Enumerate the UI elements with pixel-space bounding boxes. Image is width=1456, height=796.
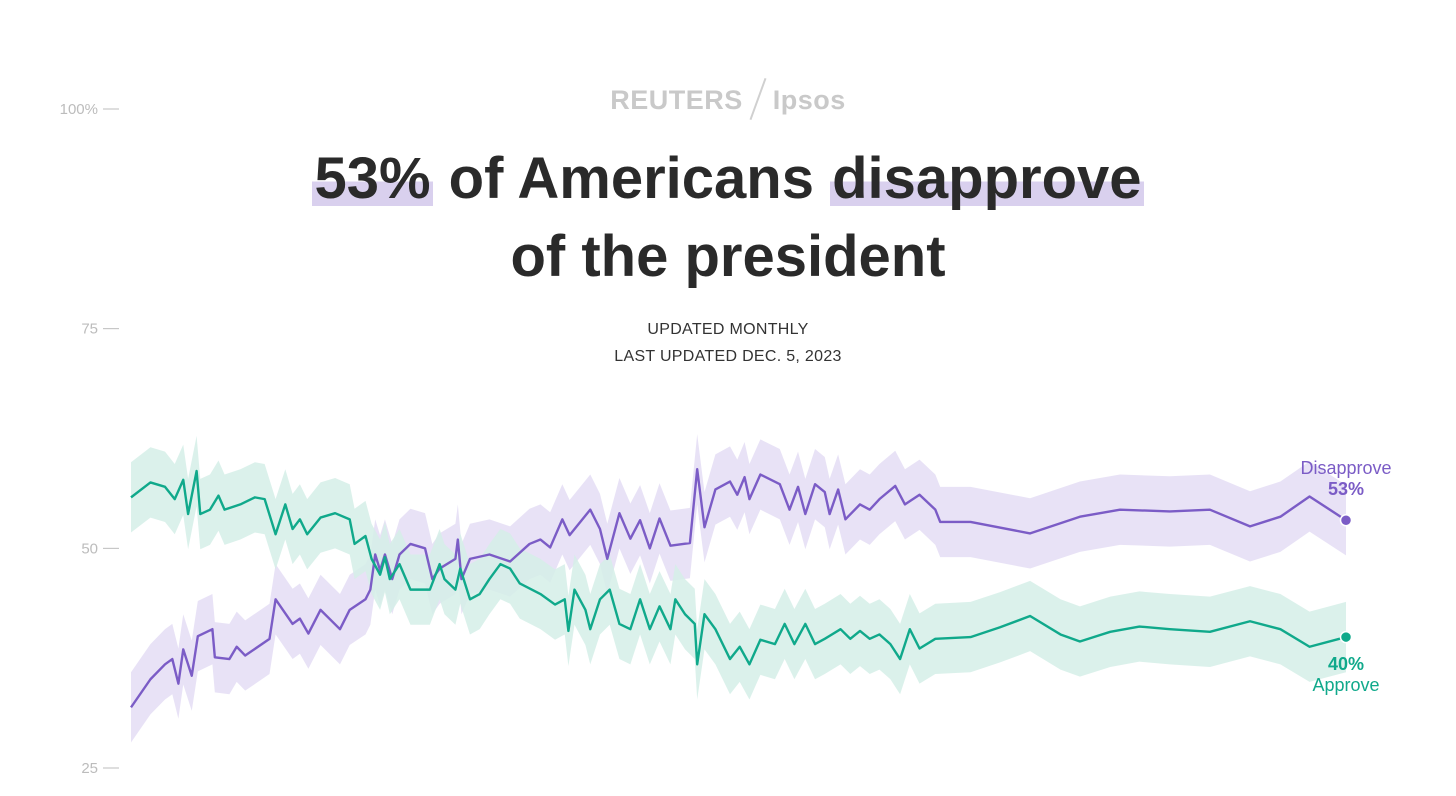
title-highlight-disapprove: disapprove — [830, 146, 1144, 211]
reuters-ipsos-logo: REUTERS Ipsos — [0, 77, 1456, 124]
approve-endpoint — [1339, 630, 1353, 644]
disapprove-line — [130, 468, 1347, 709]
approve-confidence-band — [131, 435, 1346, 700]
page-title: 53% of Americans disapprove of the presi… — [0, 140, 1456, 296]
subtitle: UPDATED MONTHLY LAST UPDATED DEC. 5, 202… — [0, 316, 1456, 370]
disapprove-value: 53% — [1327, 479, 1365, 499]
y-tick-label: 50 — [81, 540, 98, 557]
logo-ipsos: Ipsos — [772, 85, 846, 116]
disapprove-endpoint — [1339, 513, 1353, 527]
title-highlight-percent: 53% — [312, 146, 433, 211]
logo-separator — [749, 77, 767, 121]
disapprove-confidence-band — [131, 434, 1346, 743]
disapprove-label: Disapprove 53% — [1276, 458, 1416, 500]
update-frequency: UPDATED MONTHLY — [647, 321, 809, 338]
approve-line — [130, 469, 1347, 666]
disapprove-name: Disapprove — [1300, 458, 1392, 478]
approve-label: 40% Approve — [1276, 654, 1416, 696]
y-tick-label: 75 — [81, 321, 98, 338]
title-line2: of the president — [510, 224, 946, 289]
y-tick-label: 100% — [60, 101, 98, 118]
last-updated: LAST UPDATED DEC. 5, 2023 — [614, 348, 842, 365]
approve-value: 40% — [1327, 654, 1365, 674]
logo-reuters: REUTERS — [610, 85, 743, 116]
approve-name: Approve — [1312, 675, 1380, 695]
title-middle: of Americans — [432, 146, 831, 211]
y-tick-label: 25 — [81, 760, 98, 777]
